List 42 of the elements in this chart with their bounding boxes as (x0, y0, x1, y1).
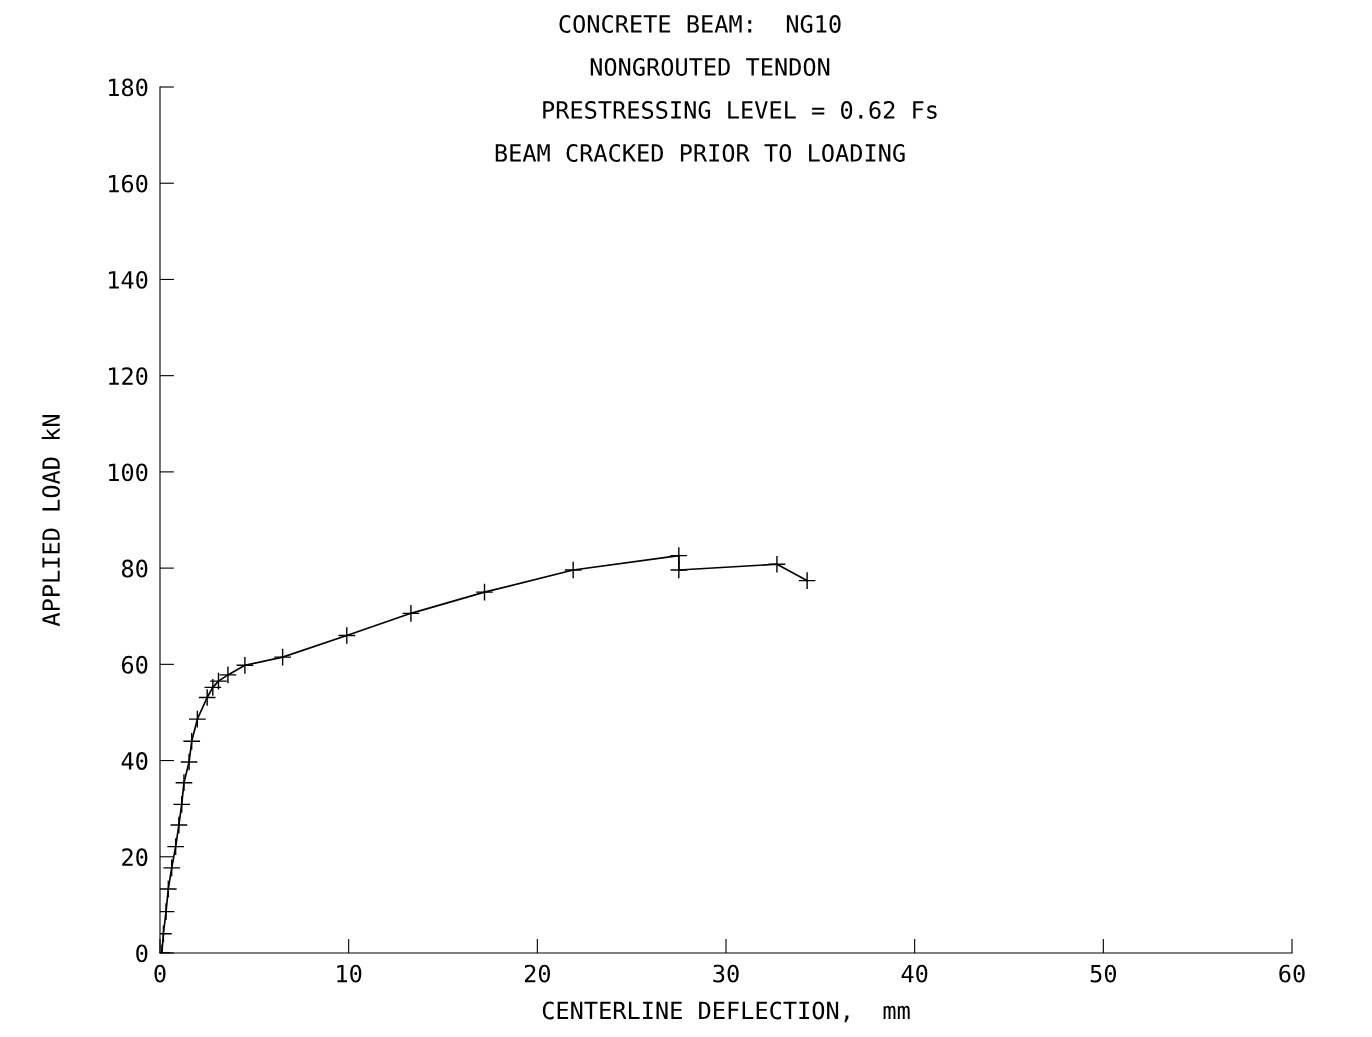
y-tick-label: 120 (109, 367, 148, 386)
y-tick-label: 140 (109, 270, 148, 289)
point (188, 710, 207, 729)
point (273, 648, 292, 667)
y-axis-title: APPLIED LOAD kN (41, 414, 60, 627)
x-tick-label: 10 (337, 964, 362, 983)
point (767, 555, 786, 574)
point (798, 571, 817, 590)
x-axis-title: CENTERLINE DEFLECTION, mm (542, 1001, 910, 1023)
point (169, 815, 188, 835)
annotation: BEAM CRACKED PRIOR TO LOADING (495, 144, 905, 162)
annotation: PRESTRESSING LEVEL = 0.62 Fs (543, 101, 937, 119)
point (182, 732, 201, 751)
y-tick-label: 80 (121, 559, 148, 578)
point (160, 879, 178, 899)
y-tick-label: 100 (109, 463, 148, 482)
x-tick-label: 40 (901, 964, 928, 983)
x-tick-label: 20 (524, 964, 551, 983)
x-tick-label: 60 (1279, 964, 1305, 983)
point (669, 561, 688, 580)
y-tick-label: 60 (121, 655, 148, 674)
point (235, 656, 254, 675)
point (669, 546, 688, 565)
point (180, 752, 199, 772)
y-tick-label: 20 (122, 848, 148, 867)
point (174, 773, 193, 792)
y-tick-label: 180 (109, 78, 148, 97)
y-tick-label: 40 (121, 752, 148, 770)
x-tick-label: 0 (154, 964, 166, 983)
point (166, 837, 185, 856)
point (564, 561, 583, 580)
point (475, 583, 494, 602)
point (337, 626, 356, 645)
y-tick-label: 160 (109, 174, 148, 193)
point (162, 858, 181, 877)
point (172, 795, 191, 814)
x-tick-label: 50 (1090, 964, 1117, 983)
chart-title: CONCRETE BEAM: NG10 (559, 15, 841, 33)
point (401, 604, 420, 623)
text: NONGROUTED TENDON (590, 58, 830, 76)
y-tick-label: 0 (136, 944, 148, 963)
x-tick-label: 30 (713, 964, 739, 983)
